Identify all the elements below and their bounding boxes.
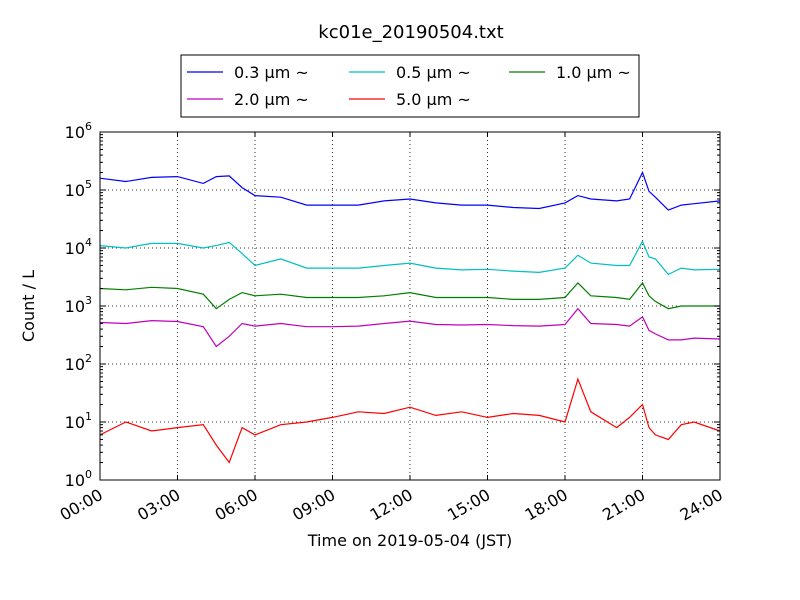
legend-label-2: 0.5 μm ~ bbox=[396, 63, 471, 82]
legend-label-5: 5.0 μm ~ bbox=[396, 90, 471, 109]
legend-label-4: 2.0 μm ~ bbox=[234, 90, 309, 109]
y-tick-label: 103 bbox=[65, 294, 92, 316]
y-tick-label: 100 bbox=[65, 468, 92, 490]
y-tick-label: 101 bbox=[65, 410, 92, 432]
y-tick-labels: 100 101 102 103 104 105 106 bbox=[65, 120, 92, 490]
grid-layer bbox=[100, 132, 720, 480]
series-line-2 bbox=[99, 240, 721, 276]
chart-title: kc01e_20190504.txt bbox=[318, 22, 503, 43]
y-tick-label: 104 bbox=[65, 236, 92, 258]
y-axis-label: Count / L bbox=[19, 270, 38, 342]
series-line-4 bbox=[99, 307, 721, 348]
legend-frame bbox=[180, 54, 640, 118]
series-layer bbox=[99, 170, 721, 464]
y-tick-label: 105 bbox=[65, 178, 92, 200]
y-tick-label: 102 bbox=[65, 352, 92, 374]
series-line-1 bbox=[99, 170, 721, 211]
tick-layer bbox=[99, 131, 721, 481]
y-tick-label: 106 bbox=[65, 120, 92, 142]
x-axis-label: Time on 2019-05-04 (JST) bbox=[307, 531, 512, 550]
series-line-5 bbox=[99, 377, 721, 464]
series-line-3 bbox=[99, 281, 720, 310]
legend: 0.3 μm ~ 0.5 μm ~ 1.0 μm ~ 2.0 μm ~ 5.0 μm ~ bbox=[180, 54, 640, 118]
legend-label-3: 1.0 μm ~ bbox=[556, 63, 631, 82]
legend-label-1: 0.3 μm ~ bbox=[234, 63, 309, 82]
legend-entries: 0.3 μm ~ 0.5 μm ~ 1.0 μm ~ 2.0 μm ~ 5.0 μm ~ bbox=[187, 63, 631, 109]
